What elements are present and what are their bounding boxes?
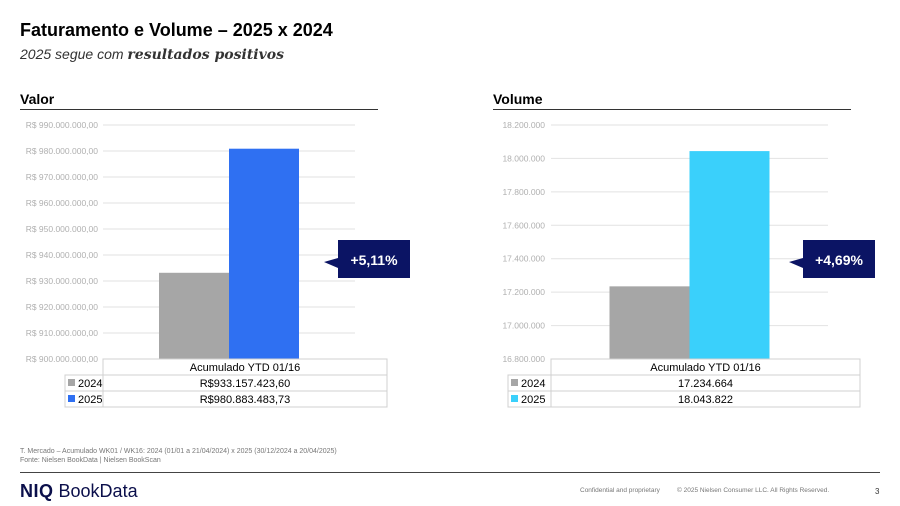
volume-ytick-label: 18.200.000 xyxy=(502,120,545,130)
valor-bar-2025 xyxy=(229,148,299,359)
logo-niq: NIQ xyxy=(20,481,54,501)
valor-bar-2024 xyxy=(159,272,229,359)
valor-data-label-2024: R$933.157.423,60 xyxy=(200,378,291,390)
valor-chart: R$ 900.000.000,00 R$ 910.000.000,00 R$ 920… xyxy=(26,120,410,408)
valor-section-title: Valor xyxy=(20,91,55,107)
valor-ytick-label: R$ 900.000.000,00 xyxy=(26,354,99,364)
valor-growth-label: +5,11% xyxy=(350,252,398,268)
volume-section-rule xyxy=(493,109,851,110)
volume-data-label-2024: 17.234.664 xyxy=(678,378,733,390)
volume-bar-2025 xyxy=(689,151,770,359)
volume-bar-2024 xyxy=(609,286,690,359)
valor-ytick-label: R$ 930.000.000,00 xyxy=(26,276,99,286)
volume-growth-badge xyxy=(789,240,875,278)
valor-table-value-cell xyxy=(102,390,388,408)
niq-bookdata-logo: NIQ BookData xyxy=(20,481,138,502)
volume-chart: 16.800.000 17.000.000 17.200.000 17.400.000… xyxy=(502,120,875,408)
valor-category-label: Acumulado YTD 01/16 xyxy=(190,362,300,374)
page-subtitle: 2025 segue com resultados positivos xyxy=(20,46,284,63)
volume-legend-swatch-2025 xyxy=(511,395,518,402)
volume-legend-label-2025: 2025 xyxy=(521,394,545,406)
valor-ytick-label: R$ 950.000.000,00 xyxy=(26,224,99,234)
logo-bookdata: BookData xyxy=(58,481,138,501)
confidential-label: Confidential and proprietary xyxy=(580,487,660,494)
valor-ytick-label: R$ 940.000.000,00 xyxy=(26,250,99,260)
footnote-source: Fonte: Nielsen BookData | Nielsen BookSc… xyxy=(20,457,161,464)
valor-ytick-label: R$ 970.000.000,00 xyxy=(26,172,99,182)
valor-data-label-2025: R$980.883.483,73 xyxy=(200,394,291,406)
volume-section-title: Volume xyxy=(493,91,543,107)
copyright-label: © 2025 Nielsen Consumer LLC. All Rights … xyxy=(677,487,830,494)
volume-ytick-label: 17.800.000 xyxy=(502,187,545,197)
volume-legend-label-2024: 2024 xyxy=(521,378,545,390)
volume-ytick-label: 17.000.000 xyxy=(502,321,545,331)
volume-growth-label: +4,69% xyxy=(815,252,863,268)
valor-legend-swatch-2024 xyxy=(68,379,75,386)
subtitle-emphasis: resultados positivos xyxy=(127,47,284,63)
footnote-period: T. Mercado – Acumulado WK01 / WK16: 2024… xyxy=(20,448,337,455)
valor-ytick-label: R$ 980.000.000,00 xyxy=(26,146,99,156)
page-number: 3 xyxy=(875,487,880,496)
volume-ytick-label: 17.600.000 xyxy=(502,220,545,230)
volume-ytick-label: 16.800.000 xyxy=(502,354,545,364)
valor-ytick-label: R$ 990.000.000,00 xyxy=(26,120,99,130)
valor-ytick-label: R$ 920.000.000,00 xyxy=(26,302,99,312)
volume-ytick-label: 17.200.000 xyxy=(502,287,545,297)
page-title: Faturamento e Volume – 2025 x 2024 xyxy=(20,20,333,40)
valor-legend-swatch-2025 xyxy=(68,395,75,402)
volume-data-label-2025: 18.043.822 xyxy=(678,394,733,406)
volume-ytick-label: 17.400.000 xyxy=(502,254,545,264)
valor-section-rule xyxy=(20,109,378,110)
valor-ytick-label: R$ 910.000.000,00 xyxy=(26,328,99,338)
volume-legend-swatch-2024 xyxy=(511,379,518,386)
valor-ytick-label: R$ 960.000.000,00 xyxy=(26,198,99,208)
subtitle-prefix: 2025 segue com xyxy=(20,46,128,62)
footer-rule xyxy=(20,472,880,473)
volume-table-value-cell xyxy=(550,390,861,408)
valor-legend-label-2024: 2024 xyxy=(78,378,102,390)
volume-ytick-label: 18.000.000 xyxy=(502,153,545,163)
valor-growth-badge xyxy=(324,240,410,278)
volume-category-label: Acumulado YTD 01/16 xyxy=(650,362,760,374)
valor-legend-label-2025: 2025 xyxy=(78,394,102,406)
